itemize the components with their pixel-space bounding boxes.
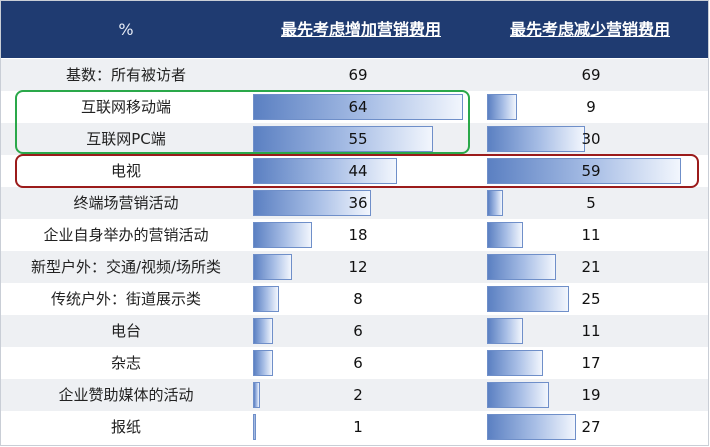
increase-bar — [253, 286, 280, 312]
row-label: 电台 — [110, 322, 141, 340]
highlight-box-internet — [15, 90, 470, 154]
increase-column-header: 最先考虑增加营销费用 — [280, 20, 441, 39]
increase-value: 8 — [353, 290, 363, 308]
table-row: 新型户外：交通/视频/场所类 12 21 — [1, 251, 708, 283]
corner-label: % — [118, 20, 134, 39]
table-row: 基数：所有被访者 69 69 — [1, 59, 708, 91]
table-row: 传统户外：街道展示类 8 25 — [1, 283, 708, 315]
table-row: 企业自身举办的营销活动 18 11 — [1, 219, 708, 251]
increase-value: 55 — [348, 130, 368, 148]
decrease-value: 11 — [581, 226, 601, 244]
decrease-bar — [487, 318, 524, 344]
row-label: 传统户外：街道展示类 — [50, 290, 201, 308]
table-row: 报纸 1 27 — [1, 411, 708, 443]
increase-bar — [253, 222, 313, 248]
increase-value: 1 — [353, 418, 363, 436]
table-header: % 最先考虑增加营销费用 最先考虑减少营销费用 — [1, 1, 708, 58]
increase-value: 18 — [348, 226, 368, 244]
increase-bar — [253, 318, 273, 344]
decrease-value: 69 — [581, 66, 601, 84]
row-label: 企业自身举办的营销活动 — [43, 226, 209, 244]
decrease-bar — [487, 286, 570, 312]
table-row: 电视 44 59 — [1, 155, 708, 187]
increase-value: 69 — [348, 66, 368, 84]
table-row: 终端场营销活动 36 5 — [1, 187, 708, 219]
decrease-bar — [487, 190, 504, 216]
decrease-bar — [487, 350, 543, 376]
increase-bar — [253, 126, 434, 152]
table-row: 互联网移动端 64 9 — [1, 91, 708, 123]
increase-value: 44 — [348, 162, 368, 180]
row-label: 电视 — [110, 162, 141, 180]
decrease-value: 19 — [581, 386, 601, 404]
row-label: 终端场营销活动 — [73, 194, 179, 212]
decrease-bar — [487, 414, 576, 440]
increase-bar — [253, 94, 463, 120]
row-label: 互联网PC端 — [86, 130, 166, 148]
decrease-value: 9 — [586, 98, 596, 116]
table-row: 杂志 6 17 — [1, 347, 708, 379]
decrease-column-header: 最先考虑减少营销费用 — [509, 20, 670, 39]
decrease-value: 11 — [581, 322, 601, 340]
table-row: 电台 6 11 — [1, 315, 708, 347]
increase-value: 12 — [348, 258, 368, 276]
increase-value: 64 — [348, 98, 368, 116]
decrease-value: 27 — [581, 418, 601, 436]
decrease-bar — [487, 126, 586, 152]
row-label: 互联网移动端 — [80, 98, 171, 116]
row-label: 新型户外：交通/视频/场所类 — [30, 258, 222, 276]
row-label: 杂志 — [110, 354, 141, 372]
increase-value: 36 — [348, 194, 368, 212]
increase-bar — [253, 414, 257, 440]
increase-bar — [253, 382, 260, 408]
increase-bar — [253, 254, 293, 280]
decrease-bar — [487, 382, 550, 408]
highlight-box-tv — [15, 154, 699, 188]
row-label: 基数：所有被访者 — [65, 66, 186, 84]
increase-value: 6 — [353, 322, 363, 340]
decrease-value: 17 — [581, 354, 601, 372]
increase-value: 2 — [353, 386, 363, 404]
decrease-bar — [487, 94, 517, 120]
increase-value: 6 — [353, 354, 363, 372]
decrease-value: 25 — [581, 290, 601, 308]
decrease-bar — [487, 254, 556, 280]
increase-bar — [253, 350, 273, 376]
row-label: 企业赞助媒体的活动 — [58, 386, 194, 404]
decrease-bar — [487, 158, 681, 184]
increase-bar — [253, 190, 372, 216]
increase-bar — [253, 158, 398, 184]
decrease-value: 59 — [581, 162, 601, 180]
row-label: 报纸 — [110, 418, 141, 436]
decrease-bar — [487, 222, 524, 248]
table-row: 互联网PC端 55 30 — [1, 123, 708, 155]
decrease-value: 21 — [581, 258, 601, 276]
decrease-value: 30 — [581, 130, 601, 148]
table-row: 企业赞助媒体的活动 2 19 — [1, 379, 708, 411]
decrease-value: 5 — [586, 194, 596, 212]
